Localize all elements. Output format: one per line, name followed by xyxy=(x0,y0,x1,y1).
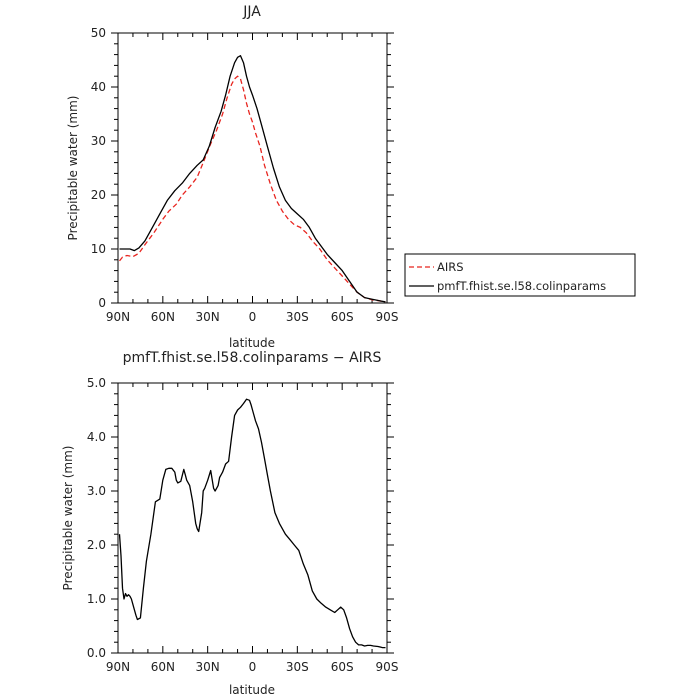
top-y-tick-label: 20 xyxy=(91,188,106,202)
bottom-x-tick-label: 60S xyxy=(331,660,354,674)
top-y-ticks: 0 10 20 30 40 50 xyxy=(91,26,394,310)
bottom-x-tick-label: 60N xyxy=(151,660,175,674)
bottom-y-axis-label: Precipitable water (mm) xyxy=(61,446,75,591)
legend: AIRS pmfT.fhist.se.l58.colinparams xyxy=(404,253,636,297)
bottom-y-tick-label: 5.0 xyxy=(87,376,106,390)
bottom-plot-frame xyxy=(117,382,388,654)
bottom-x-tick-label: 90S xyxy=(376,660,399,674)
bottom-y-tick-label: 2.0 xyxy=(87,538,106,552)
bottom-x-tick-label: 30S xyxy=(286,660,309,674)
bottom-panel: pmfT.fhist.se.l58.colinparams − AIRS 90N… xyxy=(61,350,398,697)
top-y-axis-label: Precipitable water (mm) xyxy=(66,96,80,241)
top-y-tick-label: 0 xyxy=(98,296,106,310)
bottom-x-ticks: 90N 60N 30N 0 30S 60S 90S xyxy=(106,383,399,674)
legend-box xyxy=(404,253,636,297)
top-series-line-pmft-fhist-se-l58-colinparams xyxy=(119,55,386,303)
bottom-series-line-difference xyxy=(118,398,386,649)
top-x-tick-label: 30N xyxy=(196,310,220,324)
top-y-tick-label: 10 xyxy=(91,242,106,256)
top-x-tick-label: 60N xyxy=(151,310,175,324)
top-x-axis-label: latitude xyxy=(229,336,275,350)
bottom-y-ticks: 0.0 1.0 2.0 3.0 4.0 5.0 xyxy=(87,376,394,660)
top-x-tick-label: 0 xyxy=(249,310,257,324)
top-x-tick-label: 30S xyxy=(286,310,309,324)
bottom-x-tick-label: 90N xyxy=(106,660,130,674)
top-x-tick-label: 60S xyxy=(331,310,354,324)
top-y-tick-label: 40 xyxy=(91,80,106,94)
bottom-y-tick-label: 3.0 xyxy=(87,484,106,498)
top-x-tick-label: 90S xyxy=(376,310,399,324)
bottom-chart-title: pmfT.fhist.se.l58.colinparams − AIRS xyxy=(123,350,382,366)
bottom-series-lines xyxy=(118,398,386,649)
top-plot-frame xyxy=(117,32,388,304)
legend-airs-label: AIRS xyxy=(437,260,464,274)
top-series-line-airs xyxy=(118,75,386,303)
bottom-x-tick-label: 0 xyxy=(249,660,257,674)
top-panel: JJA 90N 60N 30N 0 30S 60S 90S 0 10 20 30 40 50 lati… xyxy=(66,4,636,350)
bottom-x-tick-label: 30N xyxy=(196,660,220,674)
bottom-y-tick-label: 0.0 xyxy=(87,646,106,660)
top-series-lines xyxy=(118,55,386,303)
bottom-y-tick-label: 4.0 xyxy=(87,430,106,444)
top-y-tick-label: 30 xyxy=(91,134,106,148)
legend-model-label: pmfT.fhist.se.l58.colinparams xyxy=(437,279,606,293)
top-y-tick-label: 50 xyxy=(91,26,106,40)
top-x-ticks: 90N 60N 30N 0 30S 60S 90S xyxy=(106,33,399,324)
top-chart-title: JJA xyxy=(242,4,261,20)
bottom-x-axis-label: latitude xyxy=(229,683,275,697)
bottom-y-tick-label: 1.0 xyxy=(87,592,106,606)
top-x-tick-label: 90N xyxy=(106,310,130,324)
